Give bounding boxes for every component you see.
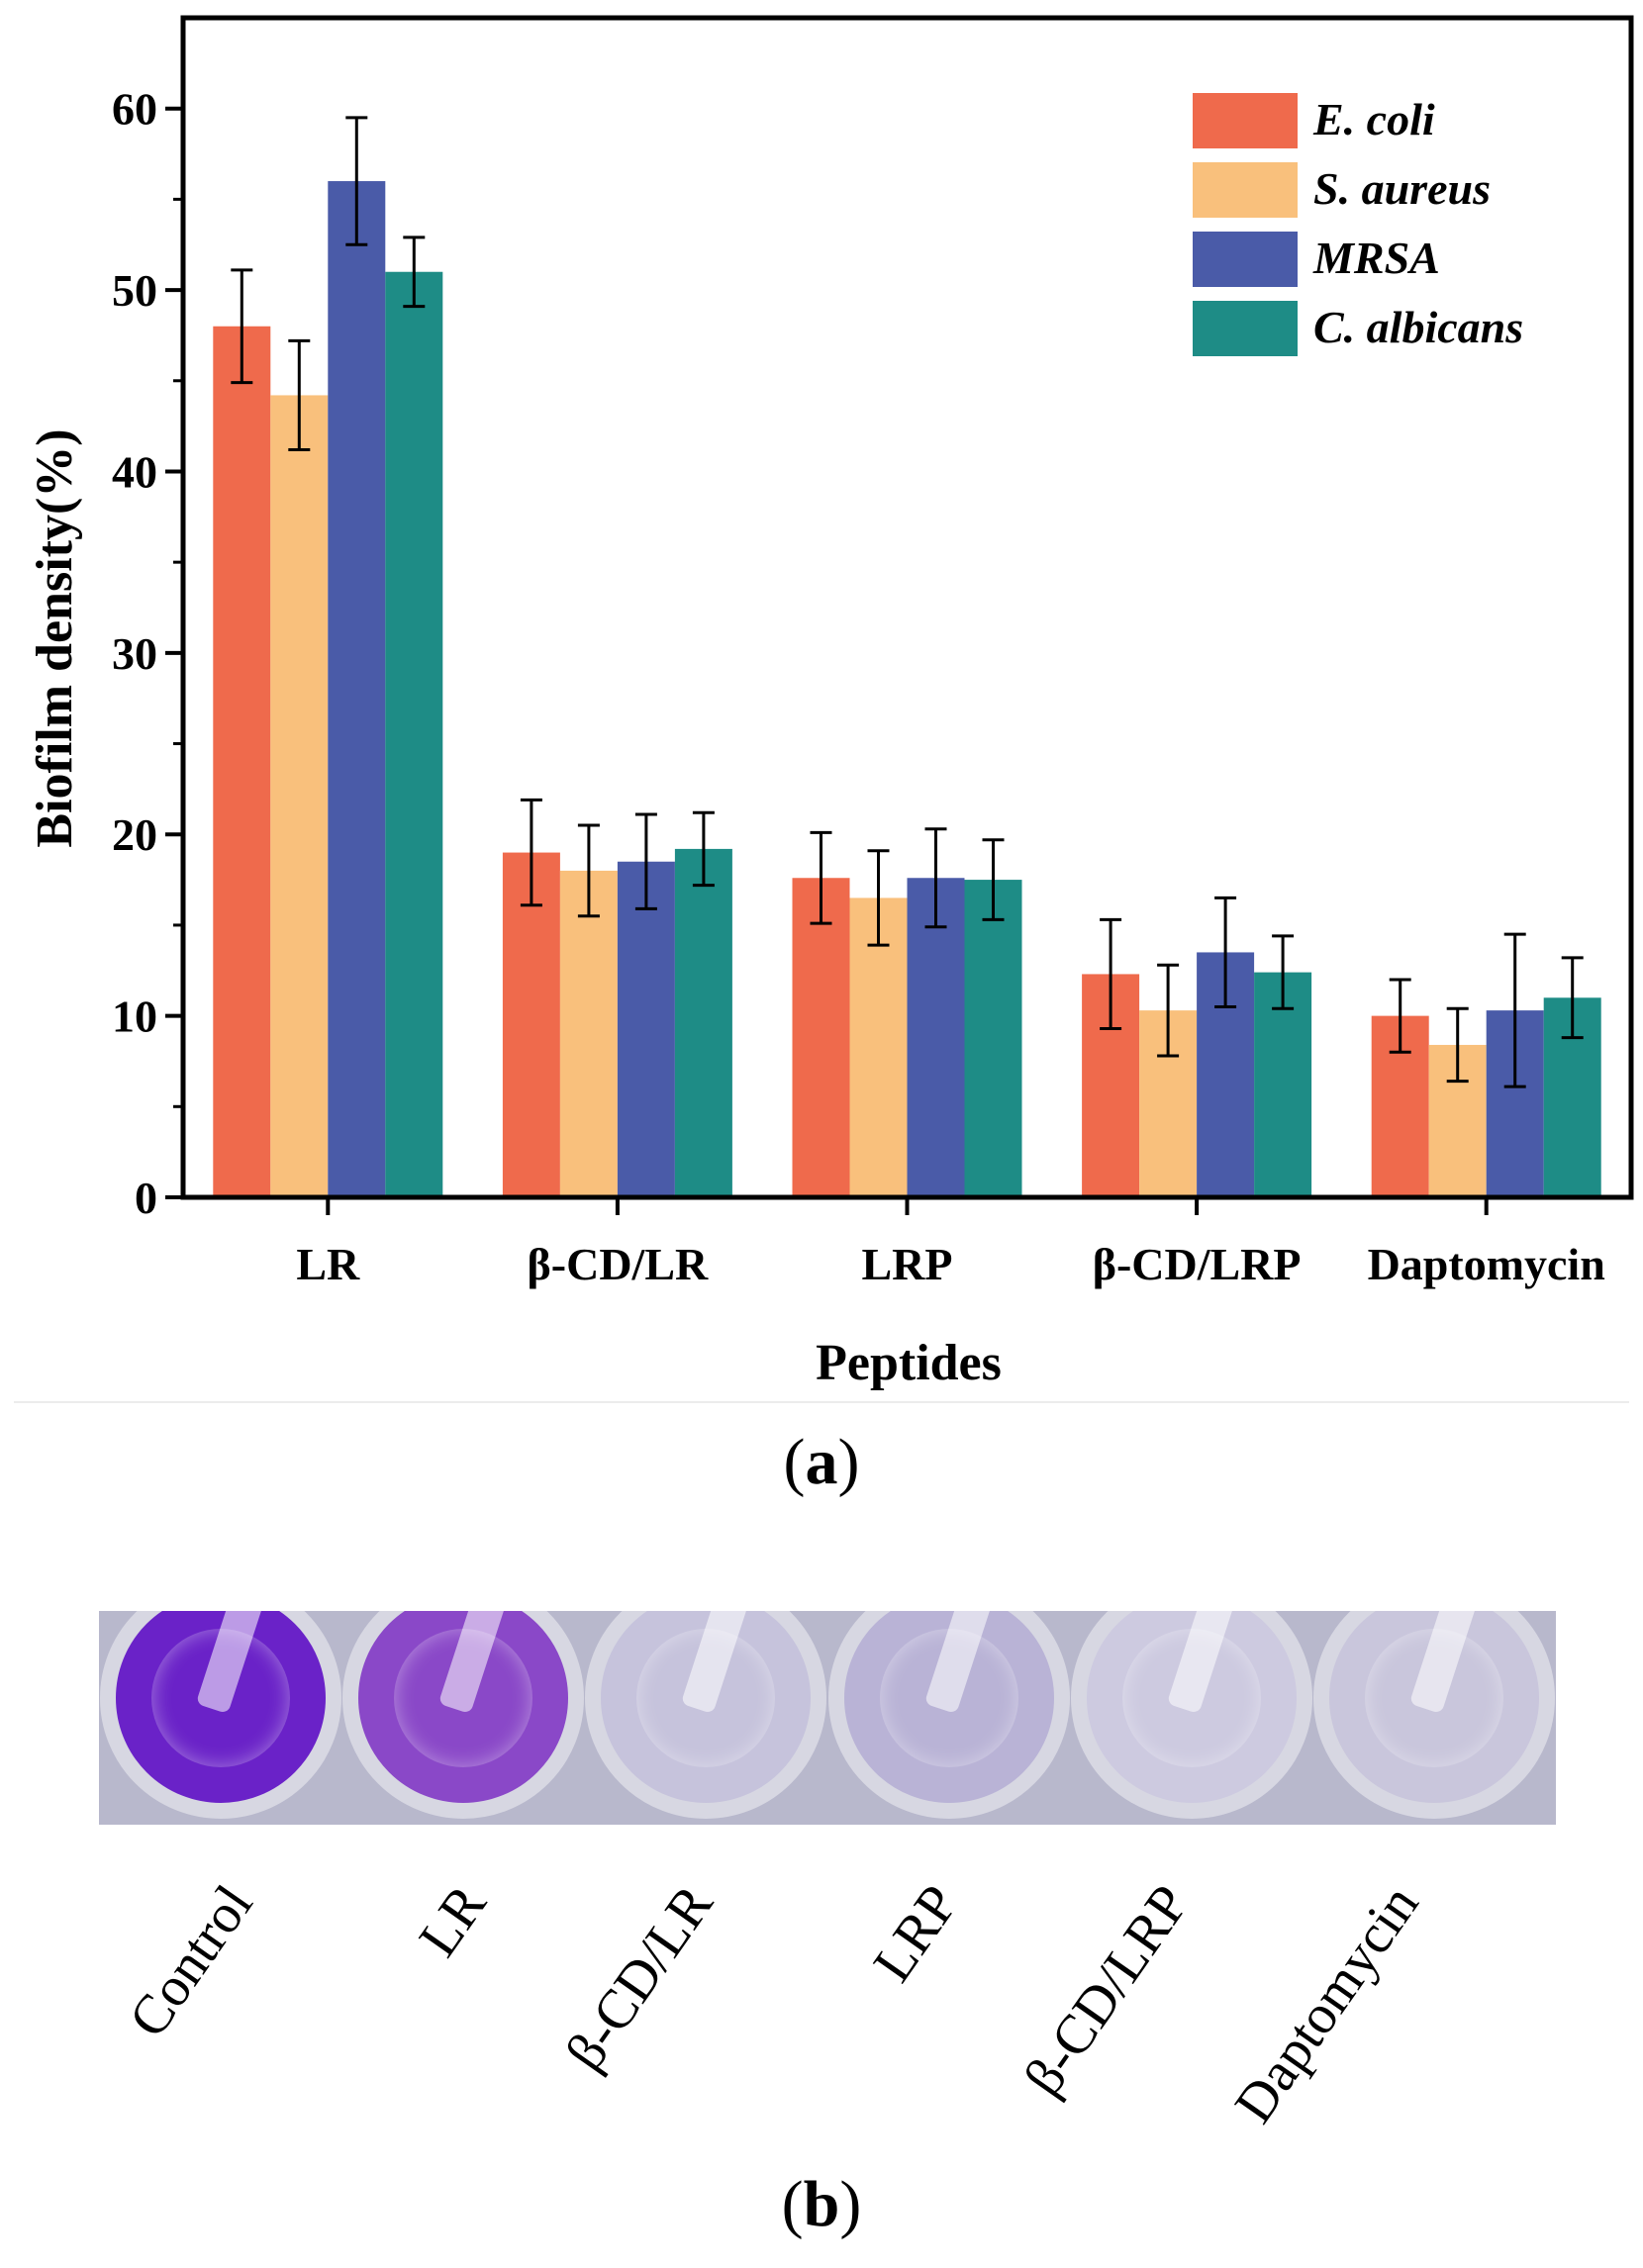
- well-2: [585, 1611, 827, 1819]
- x-tick-label: β-CD/LRP: [1093, 1239, 1302, 1289]
- bar-mrsa-0: [328, 181, 386, 1198]
- photo-label: Control: [117, 1874, 265, 2048]
- y-tick-label: 60: [112, 84, 157, 135]
- bar-chart: LR β-CD/LR LRP β-CD/LRP Daptomycin 0 10 20 30 40 5…: [27, 15, 1634, 1391]
- legend-swatch: [1193, 301, 1298, 356]
- axes-group: LR β-CD/LR LRP β-CD/LRP Daptomycin 0 10 20 30 40 5…: [112, 15, 1634, 1289]
- well-4: [1071, 1611, 1312, 1819]
- x-tick-label: β-CD/LR: [528, 1239, 709, 1289]
- bar-ecoli-1: [502, 852, 560, 1197]
- y-tick-label: 0: [135, 1173, 157, 1223]
- legend-swatch: [1193, 232, 1298, 287]
- y-tick-label: 30: [112, 628, 157, 679]
- well-3: [827, 1611, 1070, 1819]
- legend-label: C. albicans: [1313, 302, 1523, 352]
- bar-ecoli-2: [792, 878, 850, 1197]
- photo-label: LRP: [861, 1874, 971, 1993]
- x-tick-label: LRP: [862, 1239, 953, 1289]
- well-5: [1313, 1611, 1556, 1819]
- bar-ecoli-0: [213, 326, 271, 1197]
- bar-mrsa-2: [907, 878, 965, 1197]
- bar-saureus-2: [849, 898, 908, 1197]
- plot-frame: [180, 15, 1634, 1200]
- bar-calbicans-1: [674, 848, 732, 1197]
- legend-swatch: [1193, 93, 1298, 148]
- y-tick-label: 10: [112, 992, 157, 1042]
- y-tick-label: 20: [112, 809, 157, 860]
- legend-label: E. coli: [1312, 94, 1435, 144]
- bar-saureus-1: [559, 870, 618, 1197]
- x-tick-label: Daptomycin: [1368, 1239, 1605, 1289]
- photo-label: LR: [407, 1874, 499, 1968]
- photo-label: β-CD/LR: [553, 1874, 725, 2082]
- legend-label: MRSA: [1312, 233, 1440, 283]
- well-1: [342, 1611, 584, 1819]
- x-axis-label: Peptides: [816, 1335, 1002, 1391]
- panel-divider: [14, 1401, 1629, 1403]
- legend-swatch: [1193, 162, 1298, 218]
- x-tick-label: LR: [296, 1239, 360, 1289]
- panel-b-label: (b): [781, 2168, 862, 2240]
- bar-calbicans-2: [964, 880, 1022, 1197]
- bars-group: [213, 181, 1601, 1198]
- photo-label: β-CD/LRP: [1013, 1874, 1202, 2108]
- bar-calbicans-0: [385, 271, 443, 1197]
- legend-label: S. aureus: [1313, 163, 1491, 214]
- y-axis-label: Biofilm density(%): [27, 428, 83, 847]
- photo-label: Daptomycin: [1222, 1874, 1431, 2134]
- error-bars-group: [231, 116, 1584, 1088]
- y-tick-label: 50: [112, 265, 157, 316]
- y-tick-label: 40: [112, 446, 157, 497]
- panel-a-label: (a): [783, 1426, 860, 1498]
- well-plate-photo: [99, 1611, 1556, 1825]
- well-0: [99, 1611, 341, 1819]
- legend: E. coli S. aureus MRSA C. albicans: [1193, 93, 1523, 356]
- bar-mrsa-1: [617, 861, 675, 1197]
- bar-saureus-0: [270, 395, 329, 1197]
